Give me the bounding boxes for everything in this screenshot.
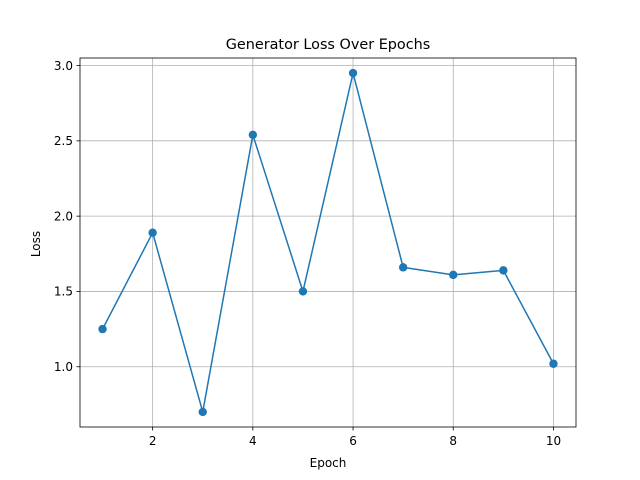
- x-tick-label: 2: [149, 434, 157, 448]
- series: [98, 68, 558, 417]
- y-tick-label: 2.5: [54, 134, 73, 148]
- y-tick-label: 3.0: [54, 59, 73, 73]
- data-point: [348, 68, 358, 78]
- ticks: 2 4 6 8 10 1.0 1.5 2.0 2.5 3.0: [54, 59, 561, 448]
- x-tick-label: 8: [449, 434, 457, 448]
- plot-frame: [79, 57, 577, 428]
- data-point: [398, 263, 408, 272]
- y-tick-label: 2.0: [54, 209, 73, 223]
- y-tick-label: 1.5: [54, 285, 73, 299]
- x-tick-label: 4: [249, 434, 257, 448]
- data-point: [248, 130, 258, 140]
- x-tick-label: 10: [546, 434, 561, 448]
- x-axis-label: Epoch: [310, 456, 347, 470]
- data-point: [198, 407, 207, 417]
- data-point: [98, 324, 107, 334]
- data-point: [148, 228, 157, 237]
- series-line: [101, 72, 555, 413]
- x-tick-label: 6: [349, 434, 357, 448]
- y-axis-label: Loss: [29, 231, 43, 257]
- data-point: [449, 270, 458, 280]
- axes: [79, 57, 577, 428]
- grid-lines: [80, 58, 576, 427]
- data-point: [298, 287, 308, 296]
- data-point: [549, 359, 558, 368]
- data-point: [499, 266, 508, 275]
- chart-title: Generator Loss Over Epochs: [226, 37, 431, 53]
- y-tick-label: 1.0: [54, 360, 73, 374]
